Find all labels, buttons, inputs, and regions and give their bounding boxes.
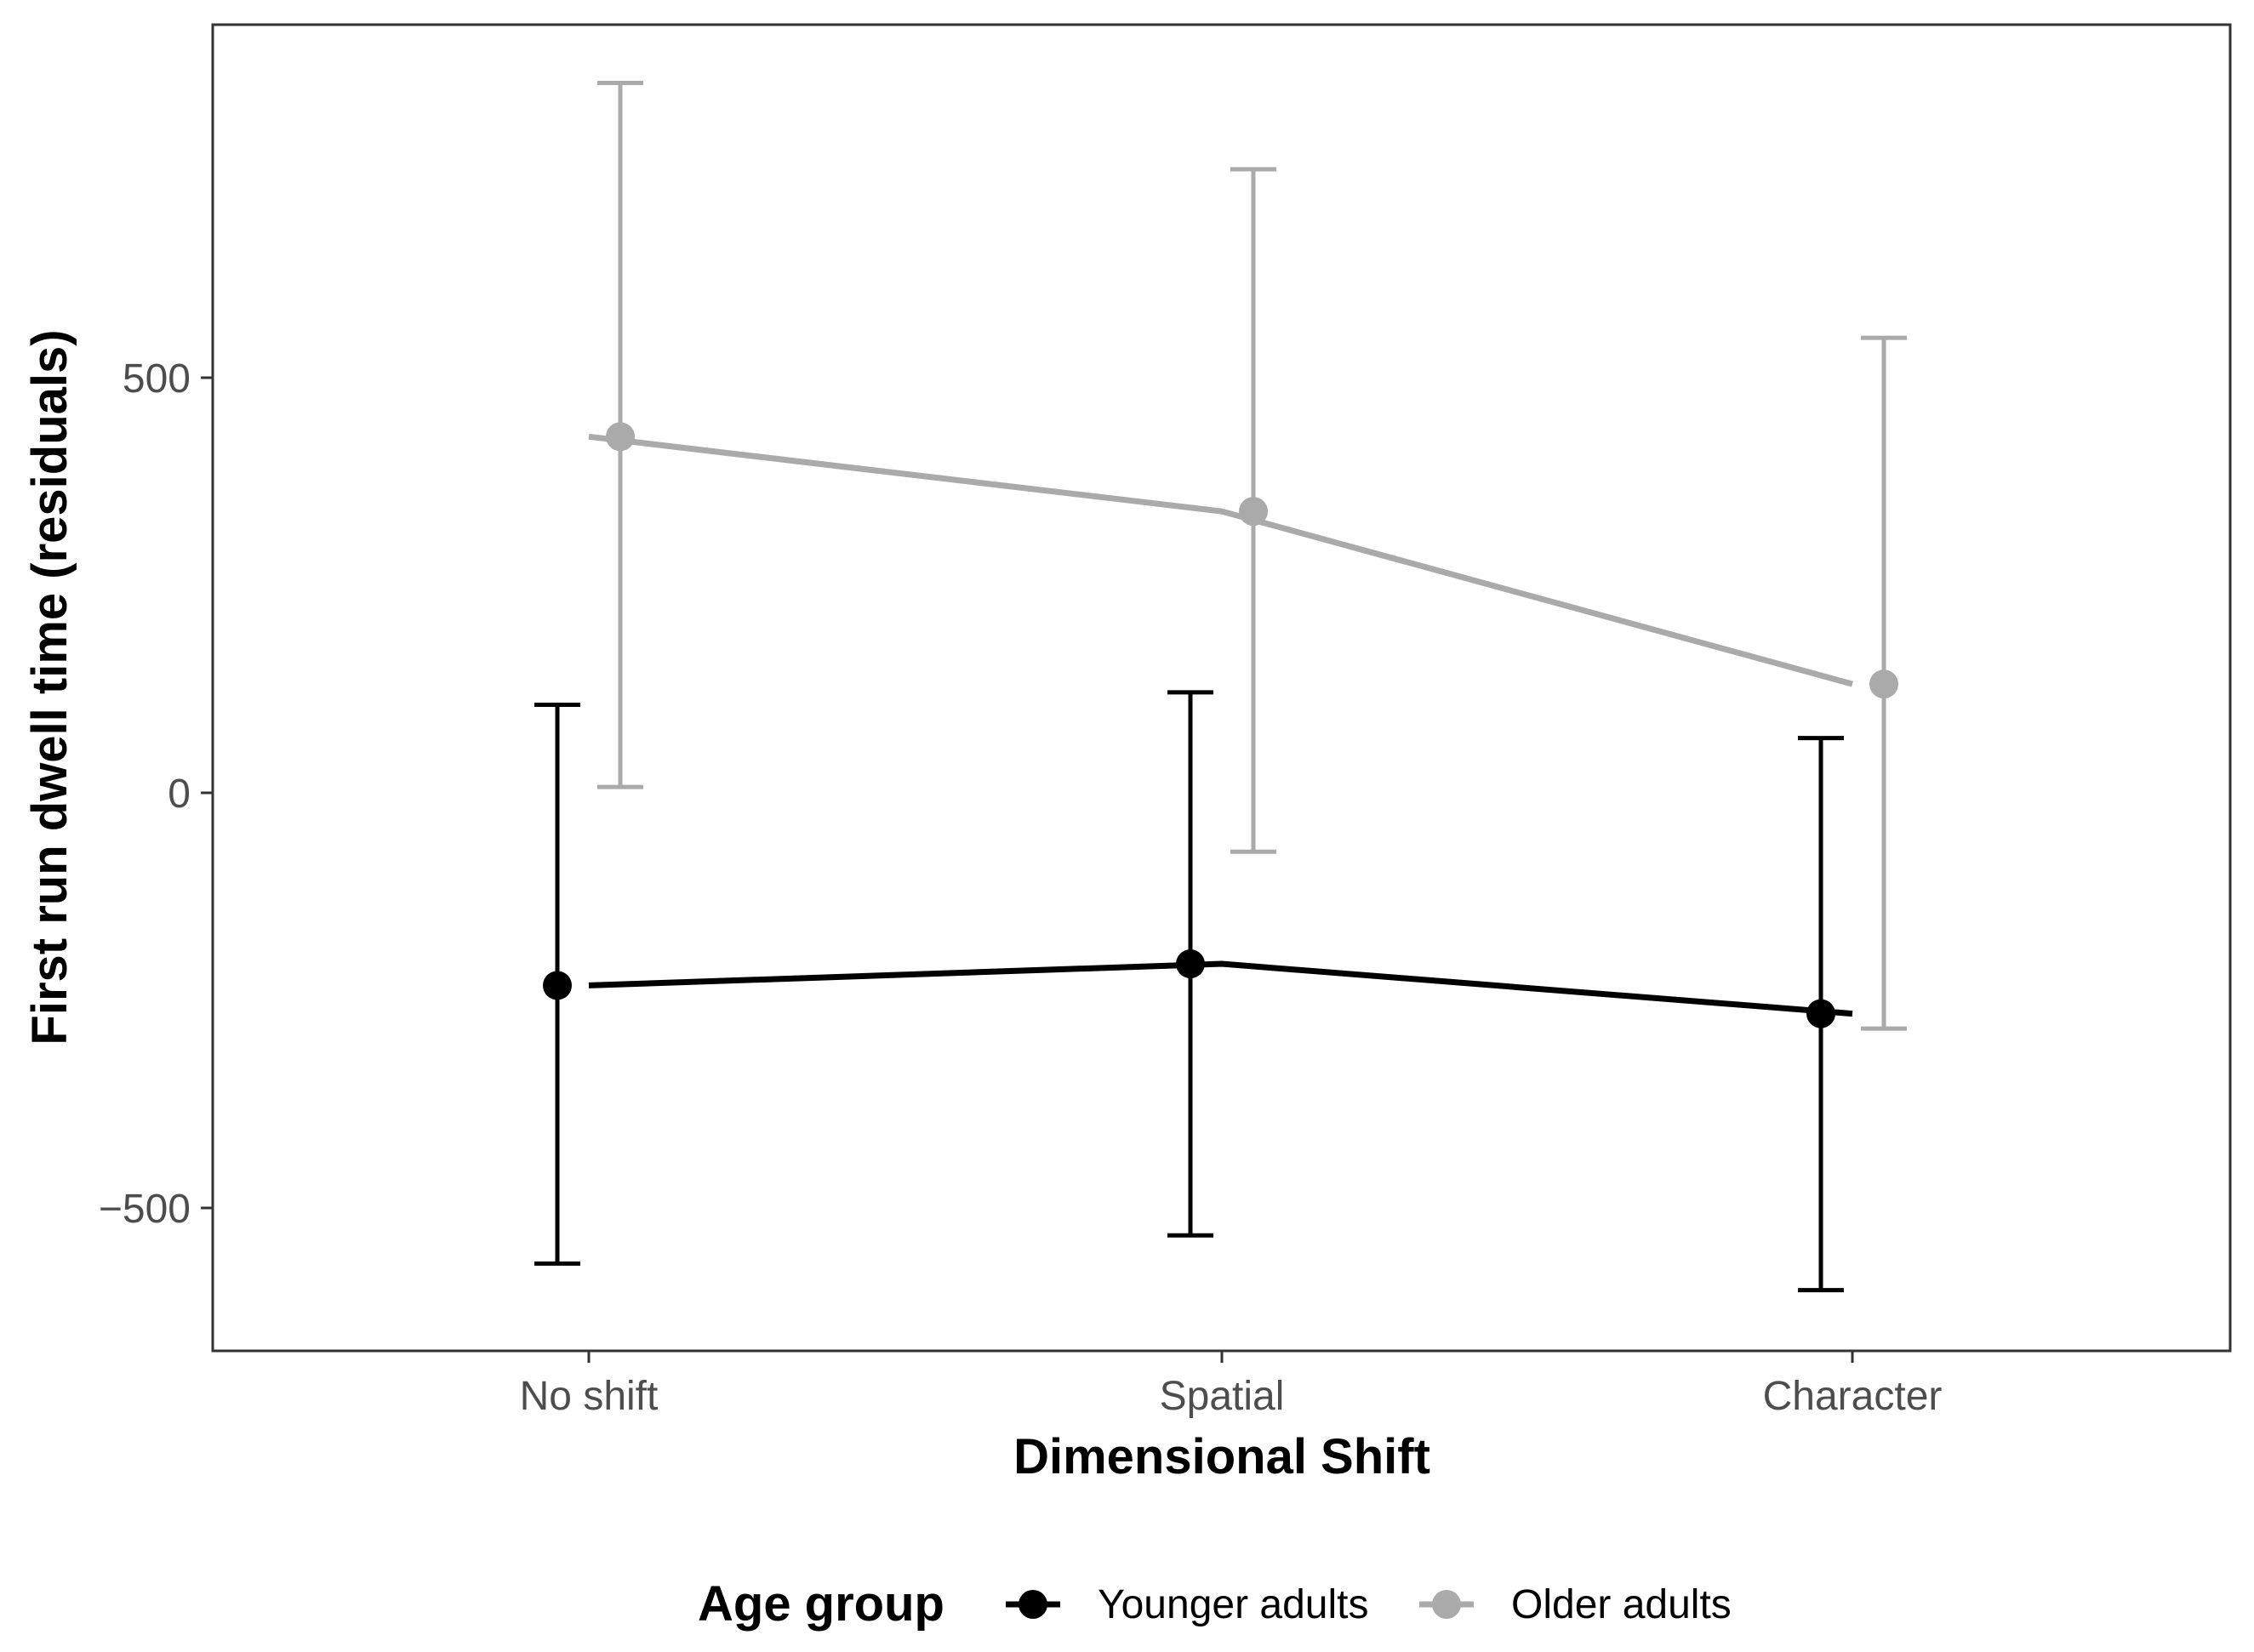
x-tick-label: Spatial xyxy=(1160,1374,1285,1419)
x-tick-label: Character xyxy=(1763,1374,1943,1419)
legend-item: Older adults xyxy=(1419,1582,1732,1627)
data-point xyxy=(1239,497,1268,527)
y-axis-title: First run dwell time (residuals) xyxy=(22,329,77,1045)
legend: Age group Younger adults Older adults xyxy=(698,1576,1732,1632)
series-older-adults xyxy=(588,81,1907,1031)
series-line xyxy=(588,960,1853,1017)
legend-label: Older adults xyxy=(1511,1582,1732,1627)
data-point xyxy=(543,971,572,1000)
y-tick-label: 0 xyxy=(168,772,191,817)
legend-label: Younger adults xyxy=(1098,1582,1369,1627)
x-axis-title: Dimensional Shift xyxy=(1013,1429,1430,1484)
y-tick-label: 500 xyxy=(123,356,191,402)
panel-border xyxy=(211,23,2232,1353)
series-line xyxy=(588,433,1853,687)
y-tick-label: −500 xyxy=(99,1187,191,1232)
series-younger-adults xyxy=(534,690,1853,1293)
legend-item: Younger adults xyxy=(1006,1582,1369,1627)
legend-key-point xyxy=(1432,1590,1461,1619)
x-tick-label: No shift xyxy=(520,1374,659,1419)
data-point xyxy=(1806,999,1835,1028)
data-point xyxy=(1176,949,1205,979)
data-point xyxy=(1869,669,1898,699)
legend-title: Age group xyxy=(698,1576,944,1632)
legend-key-point xyxy=(1019,1590,1047,1619)
data-point xyxy=(606,422,635,452)
